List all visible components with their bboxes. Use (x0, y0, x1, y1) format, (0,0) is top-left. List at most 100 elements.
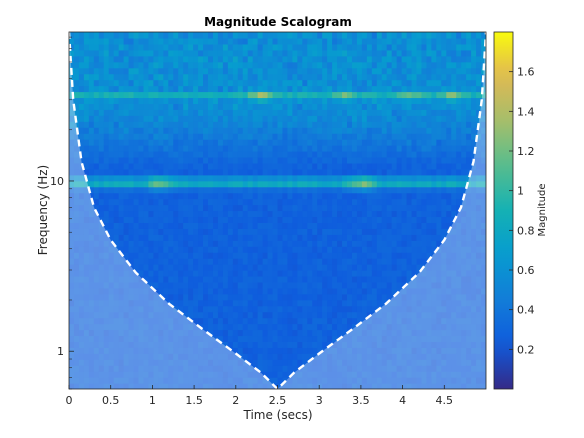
heatmap-cell (267, 67, 274, 75)
heatmap-cell (88, 162, 95, 170)
heatmap-cell (451, 121, 457, 128)
heatmap-cell (461, 180, 467, 188)
heatmap-cell (312, 97, 318, 104)
heatmap-cell (471, 180, 477, 188)
heatmap-cell (381, 127, 388, 134)
heatmap-cell (347, 341, 353, 348)
heatmap-cell (242, 264, 249, 271)
heatmap-cell (128, 305, 135, 313)
heatmap-cell (93, 139, 100, 146)
heatmap-cell (222, 323, 229, 331)
heatmap-cell (356, 299, 363, 307)
heatmap-cell (73, 383, 80, 389)
heatmap-cell (391, 275, 398, 283)
heatmap-cell (371, 186, 378, 194)
heatmap-cell (158, 145, 164, 152)
heatmap-cell (208, 228, 214, 235)
heatmap-cell (188, 252, 194, 259)
heatmap-cell (351, 323, 358, 331)
heatmap-cell (178, 353, 184, 360)
heatmap-cell (88, 73, 95, 81)
heatmap-cell (471, 67, 477, 75)
heatmap-cell (237, 55, 244, 63)
heatmap-cell (212, 335, 219, 342)
heatmap-cell (143, 91, 150, 99)
heatmap-cell (183, 103, 189, 110)
heatmap-cell (476, 359, 482, 366)
heatmap-cell (138, 145, 145, 152)
heatmap-cell (421, 258, 428, 265)
heatmap-cell (123, 293, 130, 301)
heatmap-cell (406, 91, 413, 99)
heatmap-cell (188, 299, 194, 307)
heatmap-cell (73, 180, 80, 188)
heatmap-cell (208, 145, 214, 152)
heatmap-cell (426, 49, 432, 57)
heatmap-cell (471, 347, 477, 354)
heatmap-cell (297, 252, 303, 259)
heatmap-cell (376, 234, 383, 241)
heatmap-cell (128, 121, 135, 128)
heatmap-cell (481, 359, 486, 366)
heatmap-cell (347, 43, 353, 51)
heatmap-cell (158, 73, 164, 81)
heatmap-cell (203, 347, 209, 354)
heatmap-cell (138, 264, 145, 271)
heatmap-cell (227, 49, 234, 57)
heatmap-cell (451, 156, 457, 164)
heatmap-cell (302, 186, 308, 194)
heatmap-cell (396, 275, 403, 283)
heatmap-cell (272, 281, 279, 289)
heatmap-cell (212, 174, 219, 182)
heatmap-cell (431, 359, 437, 366)
heatmap-cell (431, 79, 437, 87)
heatmap-cell (332, 305, 338, 313)
heatmap-cell (406, 55, 413, 63)
heatmap-cell (232, 37, 239, 45)
heatmap-cell (307, 32, 313, 39)
heatmap-cell (327, 186, 333, 194)
heatmap-cell (203, 335, 209, 342)
heatmap-cell (153, 222, 159, 229)
heatmap-cell (138, 32, 145, 39)
heatmap-cell (342, 371, 348, 378)
heatmap-cell (361, 281, 368, 289)
heatmap-cell (406, 156, 413, 164)
heatmap-cell (153, 180, 159, 188)
heatmap-cell (203, 49, 209, 57)
heatmap-cell (371, 32, 378, 39)
heatmap-cell (312, 168, 318, 176)
heatmap-cell (257, 180, 264, 188)
heatmap-cell (78, 329, 85, 337)
heatmap-cell (302, 270, 308, 277)
heatmap-cell (183, 162, 189, 170)
heatmap-cell (262, 234, 269, 241)
heatmap-cell (297, 299, 303, 307)
heatmap-cell (188, 32, 194, 39)
heatmap-cell (262, 258, 269, 265)
heatmap-cell (232, 264, 239, 271)
heatmap-cell (312, 329, 318, 337)
heatmap-cell (267, 151, 274, 158)
heatmap-cell (242, 67, 249, 75)
heatmap-cell (436, 192, 442, 200)
heatmap-cell (456, 365, 462, 372)
heatmap-cell (138, 85, 145, 93)
heatmap-cell (356, 317, 363, 325)
heatmap-cell (178, 329, 184, 337)
heatmap-cell (307, 216, 313, 223)
heatmap-cell (272, 305, 279, 313)
heatmap-cell (381, 371, 388, 378)
heatmap-cell (436, 174, 442, 182)
heatmap-cell (153, 67, 159, 75)
heatmap-cell (426, 359, 432, 366)
heatmap-cell (128, 192, 135, 200)
heatmap-cell (183, 204, 189, 212)
heatmap-cell (198, 180, 204, 188)
heatmap-cell (426, 85, 432, 93)
heatmap-cell (262, 174, 269, 182)
heatmap-cell (118, 97, 125, 104)
heatmap-cell (203, 275, 209, 283)
heatmap-cell (178, 216, 184, 223)
heatmap-cell (327, 133, 333, 140)
